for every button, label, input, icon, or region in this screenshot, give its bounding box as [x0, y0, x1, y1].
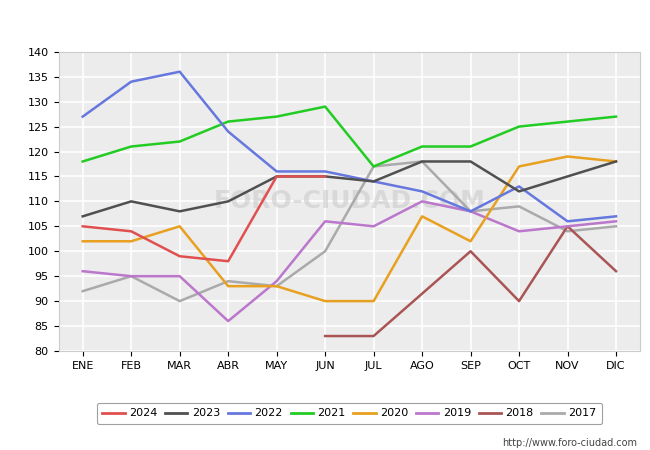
- Text: http://www.foro-ciudad.com: http://www.foro-ciudad.com: [502, 438, 637, 448]
- Legend: 2024, 2023, 2022, 2021, 2020, 2019, 2018, 2017: 2024, 2023, 2022, 2021, 2020, 2019, 2018…: [97, 403, 602, 424]
- Text: Afiliados en Villamanrique de Tajo a 31/5/2024: Afiliados en Villamanrique de Tajo a 31/…: [108, 14, 542, 33]
- Text: FORO-CIUDAD.COM: FORO-CIUDAD.COM: [213, 189, 486, 213]
